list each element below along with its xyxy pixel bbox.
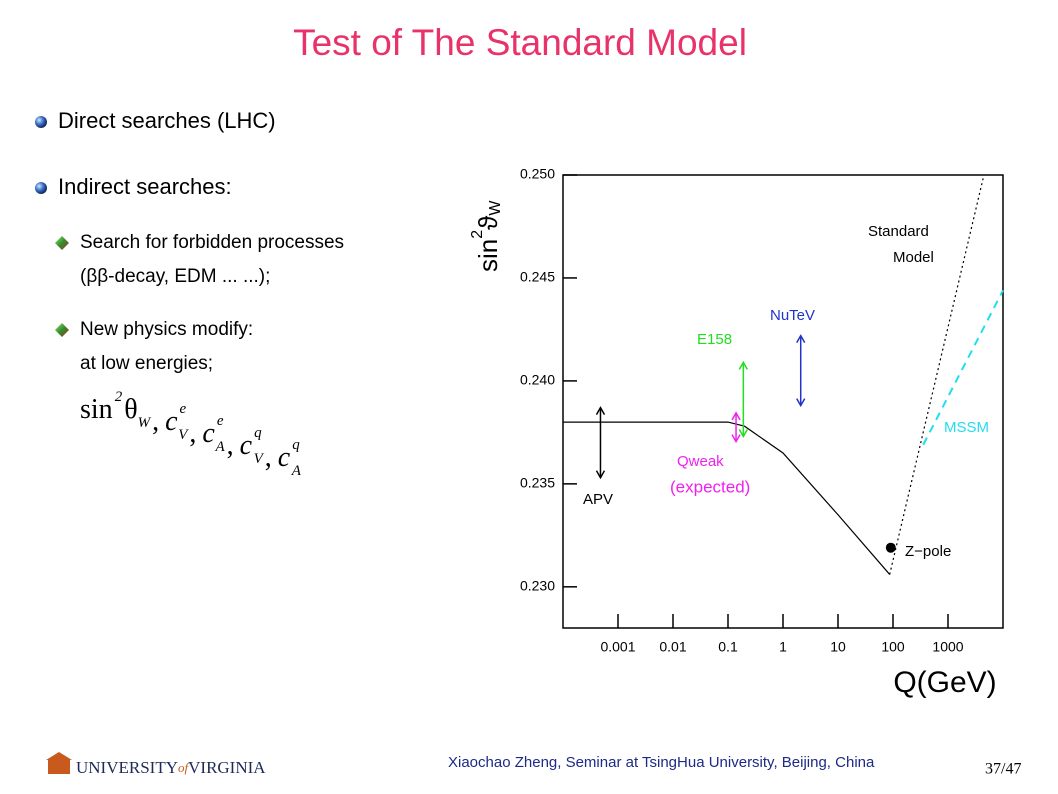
y-axis-label-part: W <box>487 200 504 216</box>
formula-base: sin <box>80 394 113 425</box>
measurement-label: Z−pole <box>905 543 951 560</box>
formula-sub: V <box>178 427 189 443</box>
y-tick-label: 0.240 <box>520 372 555 388</box>
logo: UNIVERSITYofVIRGINIA <box>46 752 266 777</box>
formula-separator: , <box>189 418 196 449</box>
y-tick-label: 0.230 <box>520 578 555 594</box>
x-tick-label: 1000 <box>932 639 963 655</box>
y-tick-label: 0.235 <box>520 475 555 491</box>
chart: 0.250 0.245 0.240 0.235 0.230 0.001 0.01 0.1 1 10… <box>469 166 1004 699</box>
y-axis-label-part: ϑ <box>473 215 503 230</box>
sub-bullet-text: Search for forbidden processes <box>80 232 344 253</box>
bullets: Direct searches (LHC) Indirect searches: S… <box>35 108 344 479</box>
formula-separator: , <box>227 430 234 461</box>
arrow-head <box>595 470 606 480</box>
arrow-head <box>595 406 606 416</box>
x-tick-label: 1 <box>779 639 787 655</box>
formula-separator: , <box>265 442 272 473</box>
measurement-label: APV <box>583 491 613 508</box>
x-tick-label: 0.01 <box>659 639 686 655</box>
formula-sub: A <box>215 439 226 455</box>
measurement-note: (expected) <box>670 477 750 496</box>
arrow-head <box>738 360 748 370</box>
x-tick-label: 0.1 <box>718 639 738 655</box>
formula-separator: , <box>152 406 159 437</box>
slide-title: Test of The Standard Model <box>293 22 747 63</box>
bullet-icon <box>35 116 47 128</box>
y-axis-label-part: 2 <box>469 230 486 239</box>
formula-base: c <box>165 406 178 437</box>
logo-icon <box>46 752 72 760</box>
series-label: Standard <box>868 223 929 240</box>
bullet-text: Direct searches (LHC) <box>58 108 276 133</box>
arrow-head <box>796 398 806 408</box>
x-tick-label: 10 <box>830 639 846 655</box>
page-number: 37/47 <box>985 761 1021 778</box>
bullet-icon <box>35 182 47 194</box>
sub-bullet-text: (ββ-decay, EDM ... ...); <box>80 266 270 287</box>
formula-sup: e <box>217 413 224 429</box>
x-tick-label: 100 <box>881 639 905 655</box>
measurement-label: E158 <box>697 331 732 348</box>
formula-base: c <box>240 430 253 461</box>
logo-icon <box>48 760 70 774</box>
formula-symbol: θ <box>124 394 137 425</box>
series-label: MSSM <box>944 419 989 436</box>
formula-sup: q <box>292 437 300 453</box>
arrow-head <box>731 434 741 444</box>
plot-frame <box>562 174 1004 629</box>
arrow-head <box>796 334 806 343</box>
formula-sup: q <box>254 425 262 441</box>
y-axis-label: sin2ϑW <box>469 200 504 272</box>
formula-base: c <box>202 418 215 449</box>
series-label: Model <box>893 249 934 266</box>
series-line <box>563 421 891 575</box>
y-axis-label-part: sin <box>473 239 503 272</box>
bullet-text: Indirect searches: <box>58 174 232 199</box>
logo-text: UNIVERSITYofVIRGINIA <box>76 758 266 777</box>
y-tick-label: 0.250 <box>520 166 555 182</box>
formula-sub: A <box>291 463 302 479</box>
formula-sup: 2 <box>115 389 123 405</box>
sub-bullet-text: New physics modify: <box>80 319 253 340</box>
formula-base: c <box>278 442 291 473</box>
measurement-label: NuTeV <box>770 307 815 324</box>
y-tick-label: 0.245 <box>520 269 555 285</box>
formula-sub: V <box>254 451 265 467</box>
series-line <box>889 174 985 575</box>
series-line <box>922 289 1004 446</box>
formula: sin 2θW, c e V, c e A, c q V, c q A <box>80 389 302 479</box>
formula-sub: W <box>138 415 152 431</box>
x-tick-label: 0.001 <box>600 639 635 655</box>
sub-bullet-icon <box>55 323 69 337</box>
arrow-head <box>738 429 748 439</box>
formula-sup: e <box>180 401 187 417</box>
sub-bullet-text: at low energies; <box>80 353 213 374</box>
arrow-head <box>731 411 741 421</box>
x-axis-label: Q(GeV) <box>893 666 996 699</box>
footer: Xiaochao Zheng, Seminar at TsingHua Univ… <box>448 754 875 771</box>
measurement-label: Qweak <box>677 453 724 470</box>
sub-bullet-icon <box>55 236 69 250</box>
data-point <box>885 542 896 553</box>
